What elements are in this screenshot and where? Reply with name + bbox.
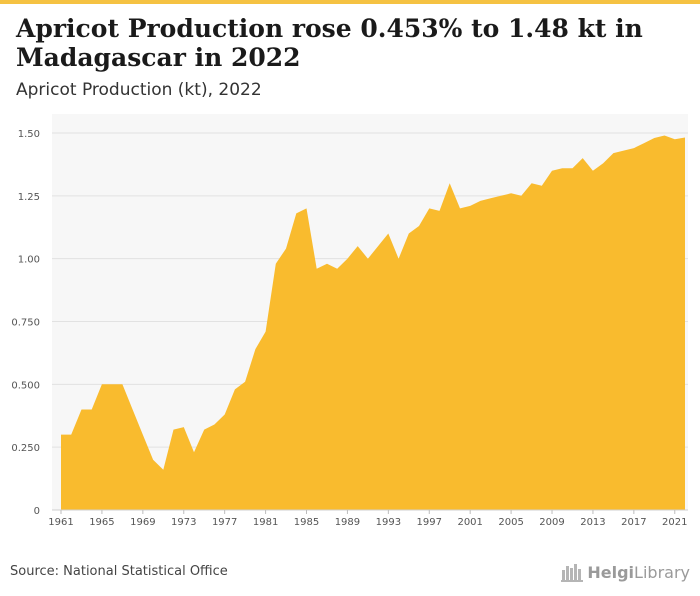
source-note: Source: National Statistical Office <box>10 564 228 579</box>
y-tick-label: 1.25 <box>18 192 40 203</box>
x-tick-label: 2001 <box>457 517 482 528</box>
x-tick-label: 1997 <box>417 517 442 528</box>
logo-text: HelgiLibrary <box>587 563 690 582</box>
x-tick-label: 1981 <box>253 517 278 528</box>
x-tick-label: 2009 <box>539 517 564 528</box>
logo-rest: Library <box>634 562 690 582</box>
y-tick-label: 1.00 <box>18 255 40 266</box>
top-accent-bar <box>0 0 700 4</box>
x-tick-label: 1973 <box>171 517 196 528</box>
y-tick-label: 0.750 <box>11 318 40 329</box>
y-tick-label: 0.250 <box>11 443 40 454</box>
x-tick-label: 2021 <box>662 517 687 528</box>
y-tick-label: 0 <box>34 506 40 517</box>
x-tick-label: 1985 <box>294 517 319 528</box>
x-tick-label: 2005 <box>498 517 523 528</box>
helgi-library-logo[interactable]: HelgiLibrary <box>561 560 690 584</box>
y-tick-label: 1.50 <box>18 129 40 140</box>
chart-area: 0 0.250 0.500 0.750 1.00 1.25 1.50 1961 1965 196… <box>0 114 700 534</box>
logo-bold: Helgi <box>587 562 635 582</box>
x-tick-label: 1969 <box>130 517 155 528</box>
x-tick-label: 1977 <box>212 517 237 528</box>
x-tick-label: 2017 <box>621 517 646 528</box>
page-title: Apricot Production rose 0.453% to 1.48 k… <box>16 14 643 72</box>
chart-subtitle: Apricot Production (kt), 2022 <box>16 80 262 100</box>
series-area <box>61 135 685 510</box>
x-tick-label: 1965 <box>89 517 114 528</box>
library-logo-icon <box>561 564 584 582</box>
x-tick-label: 1961 <box>48 517 73 528</box>
y-axis: 0 0.250 0.500 0.750 1.00 1.25 1.50 <box>11 129 40 517</box>
x-tick-label: 2013 <box>580 517 605 528</box>
chart-footer: Source: National Statistical Office Helg… <box>0 556 700 596</box>
x-tick-label: 1993 <box>376 517 401 528</box>
x-tick-label: 1989 <box>335 517 360 528</box>
y-tick-label: 0.500 <box>11 380 40 391</box>
x-axis: 1961 1965 1969 1973 1977 1981 1985 1989 1993 1997… <box>48 510 687 528</box>
chart-header: Apricot Production rose 0.453% to 1.48 k… <box>16 14 686 100</box>
